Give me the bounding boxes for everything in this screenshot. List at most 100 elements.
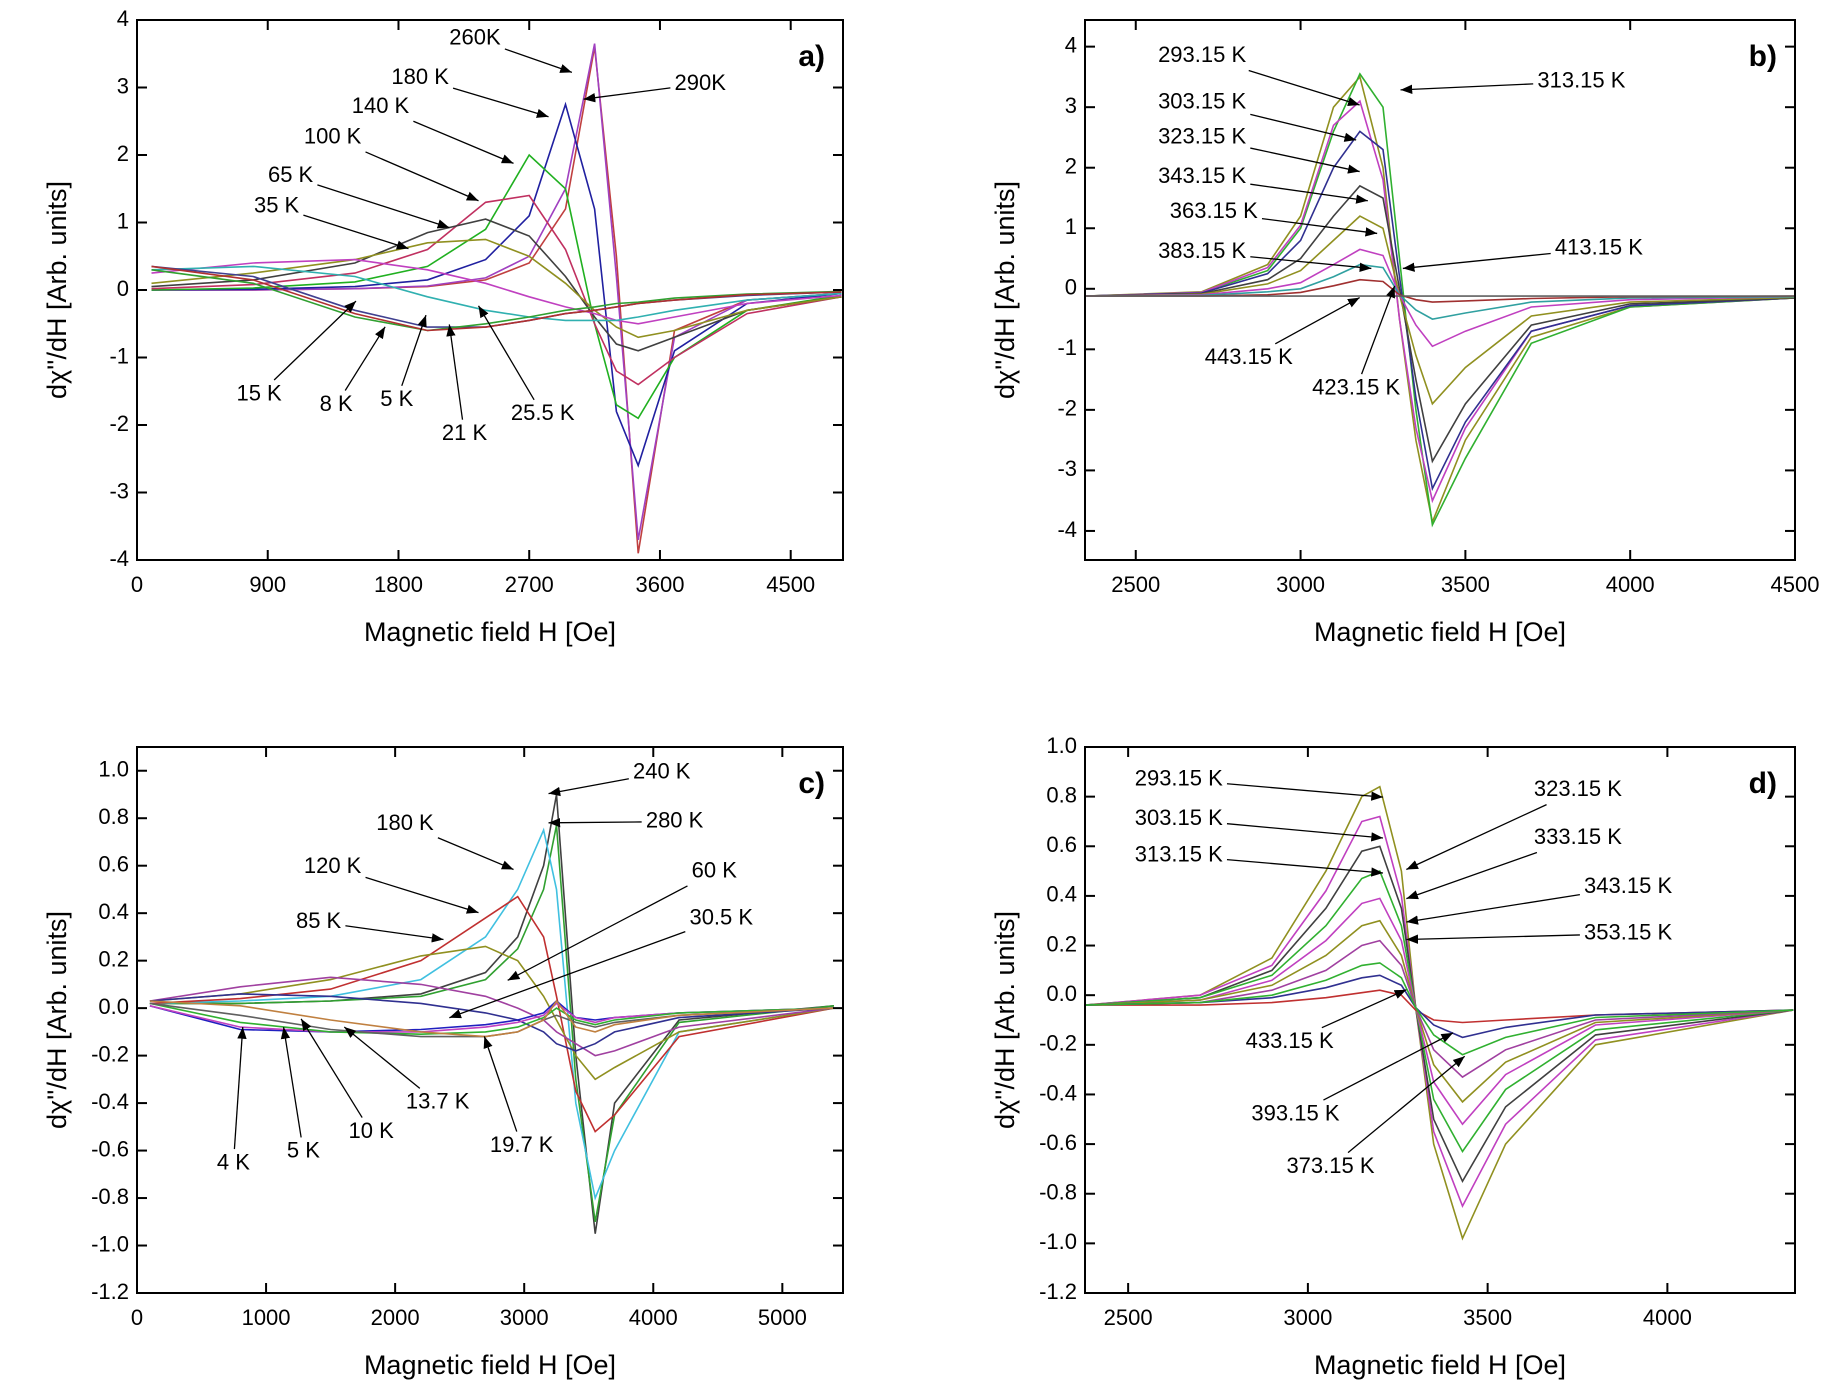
series-label: 13.7 K — [406, 1089, 470, 1114]
data-line — [1085, 919, 1794, 1104]
series-label: 5 K — [380, 386, 413, 411]
y-tick-label: 0.8 — [1046, 782, 1077, 807]
x-tick-label: 4000 — [1643, 1305, 1692, 1330]
annotation-arrow — [365, 151, 479, 202]
y-tick-label: -0.8 — [1039, 1180, 1077, 1205]
data-line — [149, 999, 835, 1038]
data-line — [1085, 785, 1794, 1241]
x-tick-label: 3000 — [1276, 572, 1325, 597]
series-label: 85 K — [296, 908, 342, 933]
y-tick-label: 0.0 — [98, 994, 129, 1019]
series-label: 25.5 K — [511, 400, 575, 425]
data-line — [1085, 962, 1794, 1056]
series-label: 303.15 K — [1158, 89, 1246, 114]
data-line — [1085, 974, 1794, 1039]
annotation-arrow — [1406, 893, 1580, 925]
x-tick-label: 4500 — [766, 572, 815, 597]
y-tick-label: 4 — [117, 6, 129, 31]
y-tick-label: 0.4 — [98, 899, 129, 924]
x-tick-label: 2500 — [1104, 1305, 1153, 1330]
data-line — [1085, 897, 1794, 1126]
data-line — [1086, 184, 1795, 464]
y-tick-label: 0.4 — [1046, 882, 1077, 907]
annotation-arrow — [437, 837, 514, 871]
series-label: 383.15 K — [1158, 238, 1246, 263]
x-tick-label: 0 — [131, 1305, 143, 1330]
y-tick-label: 4 — [1065, 32, 1077, 57]
y-tick-label: -4 — [1057, 517, 1077, 542]
data-line — [151, 46, 842, 554]
y-tick-label: -1.0 — [91, 1231, 129, 1256]
annotation-arrow — [233, 1026, 247, 1150]
data-line — [151, 258, 842, 325]
series-label: 363.15 K — [1170, 198, 1258, 223]
panel-label: c) — [798, 767, 825, 800]
annotation-arrow — [477, 305, 535, 401]
annotation-arrow — [345, 925, 444, 943]
annotation-arrow — [1347, 1055, 1466, 1154]
y-tick-label: -0.6 — [1039, 1130, 1077, 1155]
x-tick-label: 2700 — [505, 572, 554, 597]
plot-frame — [1084, 19, 1796, 561]
series-label: 293.15 K — [1135, 765, 1223, 790]
annotation-arrow — [483, 1036, 518, 1132]
annotation-arrow — [1400, 83, 1534, 95]
series-label: 60 K — [692, 858, 738, 883]
plot-lines — [1086, 72, 1795, 528]
panel: 0 900 1800 2700 3600 4500 -4 -3 -2 -1 0 1 2 3 4 Magneti… — [42, 6, 844, 647]
y-tick-label: -1 — [109, 343, 129, 368]
y-axis-title: dχ''/dH [Arb. units] — [990, 911, 1020, 1129]
annotation-arrow — [280, 1026, 302, 1138]
annotation-arrow — [583, 87, 671, 103]
annotation-arrow — [452, 87, 549, 118]
y-tick-label: -3 — [1057, 456, 1077, 481]
panel: 2500 3000 3500 4000 -1.2 -1.0 -0.8 -0.6 -0.4 -0.2… — [990, 733, 1796, 1380]
x-tick-label: 3500 — [1441, 572, 1490, 597]
series-label: 180 K — [376, 810, 434, 835]
annotation-arrow — [344, 326, 386, 391]
y-tick-label: 0.2 — [98, 946, 129, 971]
data-line — [1086, 263, 1795, 320]
series-label: 333.15 K — [1534, 824, 1622, 849]
x-tick-label: 0 — [131, 572, 143, 597]
x-axis-title: Magnetic field H [Oe] — [1314, 1350, 1566, 1380]
series-label: 290K — [675, 70, 727, 95]
y-axis-title: dχ''/dH [Arb. units] — [42, 911, 72, 1129]
series-label: 413.15 K — [1555, 234, 1643, 259]
series-label: 373.15 K — [1286, 1153, 1374, 1178]
series-label: 343.15 K — [1584, 873, 1672, 898]
y-axis-title: dχ''/dH [Arb. units] — [990, 181, 1020, 399]
series-label: 443.15 K — [1205, 344, 1293, 369]
series-label: 19.7 K — [490, 1132, 554, 1157]
data-line — [149, 993, 835, 1052]
annotation-arrow — [1250, 256, 1372, 272]
x-axis-title: Magnetic field H [Oe] — [1314, 617, 1566, 647]
series-label: 393.15 K — [1251, 1100, 1339, 1125]
x-tick-label: 5000 — [758, 1305, 807, 1330]
data-line — [149, 895, 835, 1133]
y-tick-label: 0.0 — [1046, 981, 1077, 1006]
y-tick-label: 3 — [117, 73, 129, 98]
y-tick-label: -0.6 — [91, 1136, 129, 1161]
annotation-arrow — [413, 120, 514, 164]
y-tick-label: -1.2 — [1039, 1279, 1077, 1304]
annotation-arrow — [1226, 823, 1384, 842]
series-label: 65 K — [268, 162, 314, 187]
annotation-arrow — [1402, 252, 1551, 272]
data-line — [1086, 248, 1795, 348]
series-label: 35 K — [254, 192, 300, 217]
x-tick-label: 4000 — [1606, 572, 1655, 597]
y-tick-label: 2 — [117, 141, 129, 166]
y-tick-label: -0.4 — [1039, 1080, 1077, 1105]
data-line — [151, 194, 842, 386]
data-line — [151, 265, 842, 332]
series-label: 5 K — [287, 1138, 320, 1163]
annotation-arrow — [317, 184, 450, 229]
x-tick-label: 900 — [249, 572, 286, 597]
y-tick-label: 0.2 — [1046, 931, 1077, 956]
panel-label: a) — [798, 40, 825, 73]
series-label: 120 K — [304, 853, 362, 878]
annotation-arrow — [1323, 1032, 1454, 1101]
y-tick-label: -2 — [1057, 396, 1077, 421]
